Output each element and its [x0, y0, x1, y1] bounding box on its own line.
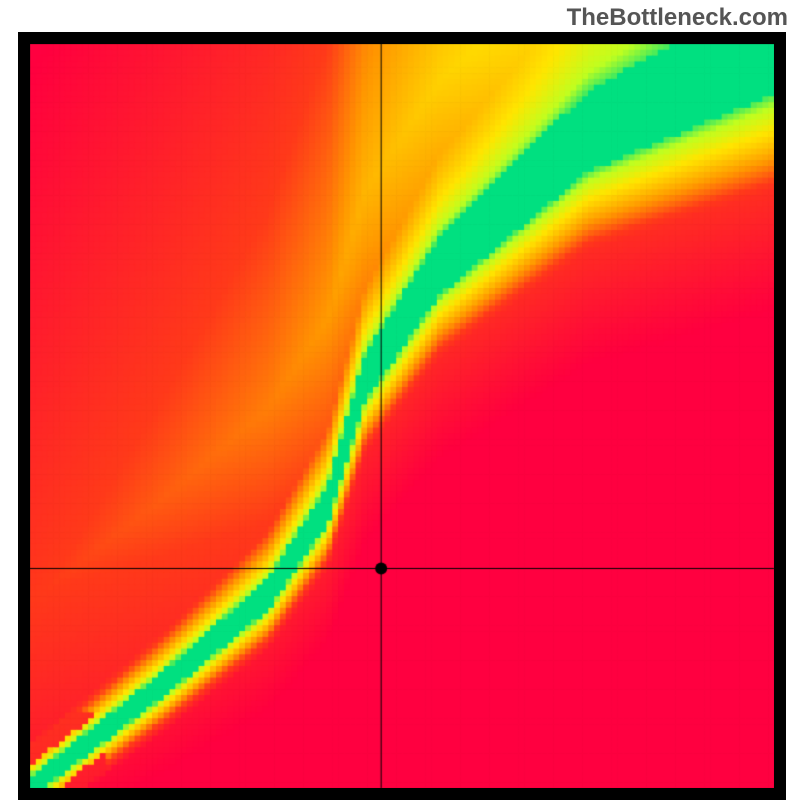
heatmap-canvas [18, 32, 786, 800]
chart-container: TheBottleneck.com [0, 0, 800, 800]
plot-frame [18, 32, 786, 800]
watermark-text: TheBottleneck.com [567, 4, 788, 32]
